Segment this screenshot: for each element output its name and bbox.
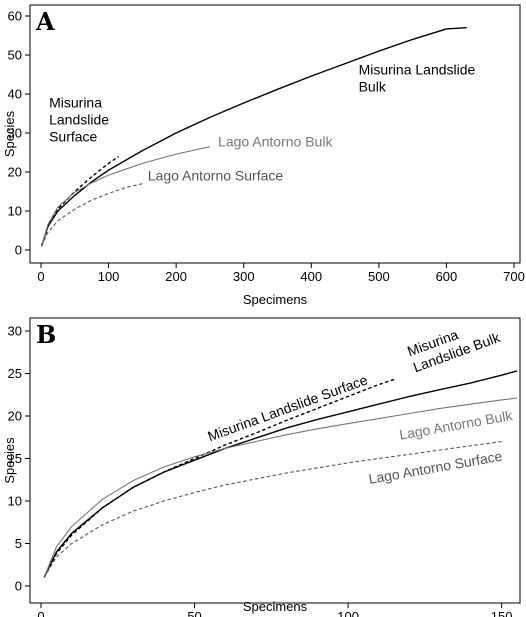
- series-annotation: Lago Antorno Surface: [367, 448, 503, 487]
- series-annotation: MisurinaLandslide Bulk: [405, 313, 503, 375]
- series-annotation: Lago Antorno Surface: [148, 168, 284, 184]
- panel-label: A: [35, 7, 55, 36]
- y-tick-label: 15: [8, 451, 22, 466]
- plot-frame: [29, 317, 521, 604]
- y-tick-label: 25: [8, 366, 22, 381]
- x-tick-label: 100: [98, 269, 120, 284]
- y-tick-label: 10: [8, 494, 22, 509]
- series-annotation: Misurina Landslide Surface: [49, 95, 109, 145]
- series-line-lago-antorno-surface: [43, 440, 502, 578]
- y-tick-label: 10: [8, 204, 22, 219]
- series-line-lago-antorno-surface: [41, 183, 143, 247]
- y-tick-label: 30: [8, 126, 22, 141]
- series-annotation: Misurina Landslide Bulk: [359, 62, 476, 95]
- annotation-line: Lago Antorno Bulk: [218, 134, 333, 150]
- x-tick-label: 300: [233, 269, 255, 284]
- plot-frame: [29, 4, 521, 264]
- x-axis-label: Specimens: [243, 599, 308, 614]
- series-line-misurina-landslide-surface: [43, 378, 395, 578]
- x-tick-label: 0: [37, 609, 44, 617]
- annotation-line: Misurina Landslide: [359, 62, 476, 78]
- x-tick-label: 200: [165, 269, 187, 284]
- panel-label: B: [36, 320, 56, 349]
- series-annotation: Lago Antorno Bulk: [218, 134, 333, 150]
- y-axis-label: Species: [2, 437, 17, 484]
- series-line-misurina-landslide-bulk: [41, 27, 467, 247]
- y-tick-label: 60: [8, 9, 22, 24]
- x-tick-label: 50: [187, 609, 201, 617]
- y-axis-label: Species: [2, 110, 17, 157]
- annotation-line: Lago Antorno Surface: [148, 168, 284, 184]
- series-line-misurina-landslide-surface: [41, 155, 120, 247]
- panel-b: B 0 50 100 150 0 5 10 15 20 25 30 Specimens Species Mi…: [2, 313, 521, 617]
- panel-a: A 0 100 200 300 400 500 600 700 0 10 20 30 40 50 60 Spec…: [2, 4, 525, 307]
- x-tick-label: 700: [503, 269, 525, 284]
- y-tick-label: 30: [8, 324, 22, 339]
- y-tick-label: 5: [15, 536, 22, 551]
- series-line-lago-antorno-bulk: [43, 397, 518, 578]
- x-tick-label: 500: [368, 269, 390, 284]
- y-tick-label: 50: [8, 48, 22, 63]
- annotation-line: Lago Antorno Surface: [367, 448, 503, 487]
- annotation-line: Misurina Landslide Surface: [205, 371, 369, 444]
- y-tick-label: 40: [8, 87, 22, 102]
- x-tick-label: 400: [300, 269, 322, 284]
- x-tick-label: 0: [37, 269, 44, 284]
- series-annotation: Misurina Landslide Surface: [205, 371, 369, 444]
- x-axis-label: Specimens: [243, 292, 308, 307]
- annotation-line: Surface: [49, 129, 97, 145]
- y-tick-label: 0: [15, 579, 22, 594]
- y-tick-label: 0: [15, 243, 22, 258]
- y-tick-label: 20: [8, 165, 22, 180]
- x-tick-label: 100: [337, 609, 359, 617]
- x-tick-label: 150: [491, 609, 513, 617]
- annotation-line: Landslide: [49, 112, 109, 128]
- y-tick-label: 20: [8, 409, 22, 424]
- series-line-lago-antorno-bulk: [41, 146, 211, 247]
- annotation-line: Bulk: [359, 79, 387, 95]
- x-tick-label: 600: [436, 269, 458, 284]
- annotation-line: Misurina: [49, 95, 102, 111]
